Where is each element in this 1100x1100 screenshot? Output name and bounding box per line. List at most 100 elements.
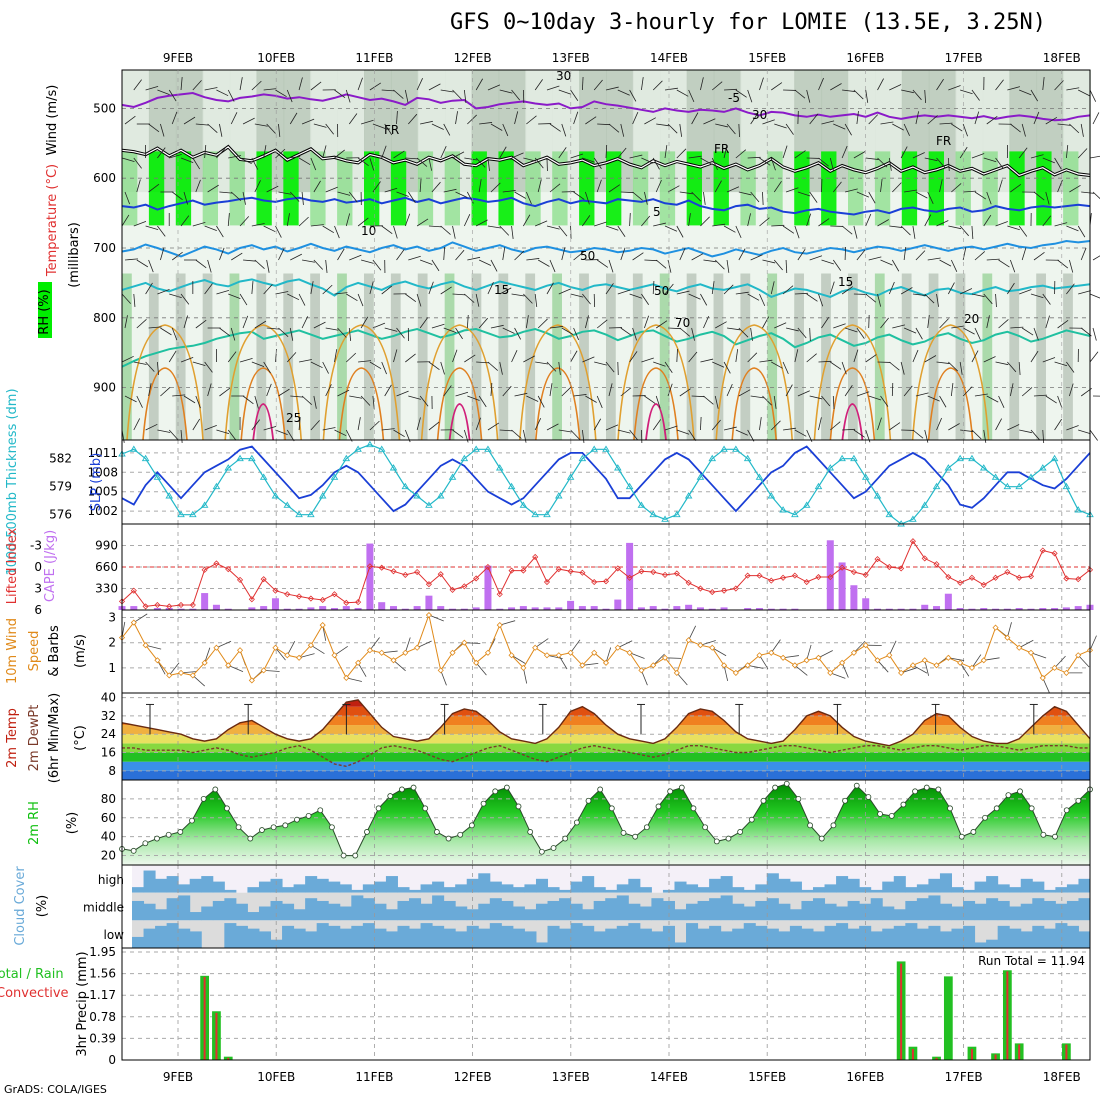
wind-barb [428, 281, 434, 295]
wind-speed-marker [803, 657, 810, 664]
wind-barb [266, 259, 270, 273]
lifted-index-marker [957, 579, 964, 586]
wind-speed-marker [366, 647, 373, 654]
rh-moist-cell [552, 151, 568, 226]
wind-barb [499, 146, 507, 159]
wind-barb [349, 395, 363, 399]
cloud-cell [420, 884, 433, 893]
wind-barb [183, 191, 188, 205]
wind-barb [313, 259, 324, 270]
wind-barb [927, 395, 940, 402]
lifted-index-marker [709, 589, 716, 596]
rh-marker [165, 831, 172, 838]
wind-barb [322, 145, 327, 159]
wind-barb [711, 157, 718, 171]
rh-lower-cell [202, 273, 213, 440]
wind-barb [416, 157, 428, 167]
wind-barb [419, 395, 429, 407]
wind-barb [735, 429, 748, 436]
cloud-cell [512, 887, 525, 893]
wind-barb [962, 386, 973, 397]
cloud-cell [836, 876, 849, 893]
lifted-index-axis-label: Lifted Index [5, 527, 20, 604]
wind-barb [832, 181, 842, 193]
thickness-marker [708, 454, 717, 462]
thickness-marker [436, 492, 445, 499]
wind-barb [133, 293, 136, 307]
rh-marker [200, 795, 207, 802]
rh-marker [947, 805, 953, 812]
rh-moist-cell [444, 151, 461, 226]
rh-marker [445, 835, 452, 842]
wind-speed-marker [236, 647, 244, 654]
wind-barb [644, 117, 656, 125]
wind-barb-10m [522, 667, 528, 684]
contour-label: FR [714, 142, 729, 156]
wind-barb [912, 293, 926, 296]
cloud-cell [374, 881, 387, 893]
date-label-top: 11FEB [355, 51, 393, 65]
cloud-cell [282, 887, 295, 893]
wind-barb [948, 361, 958, 372]
wind-barb [369, 157, 375, 171]
wind-barb [463, 89, 467, 103]
rh-moist-cell [498, 151, 514, 226]
lifted-index-marker [473, 575, 480, 582]
wind-barb [1009, 259, 1016, 273]
wind-barb [939, 122, 953, 125]
cloud-cell [824, 925, 837, 948]
cloud-cell [963, 889, 976, 893]
lifted-index-marker [567, 568, 574, 575]
wind-barb [133, 157, 142, 169]
wind-barb [688, 155, 702, 159]
wind-barb [254, 180, 261, 193]
cloud-cell [801, 900, 814, 921]
wind-barb [169, 293, 182, 298]
wind-barb [782, 361, 789, 375]
thickness-marker [826, 464, 835, 471]
wind-barb [1007, 86, 1021, 91]
rh-marker [422, 805, 429, 812]
cape-bar [838, 562, 846, 610]
wind-barb [168, 89, 177, 102]
wind-barb [549, 259, 556, 273]
thickness-tick-label: 582 [49, 452, 72, 466]
wind-barb [653, 361, 666, 367]
wind-barb [455, 111, 458, 125]
wind-barb [652, 280, 655, 295]
cloud-cell [639, 928, 652, 948]
rh-marker [830, 822, 837, 829]
wind-barb [617, 225, 626, 238]
wind-barb [381, 145, 387, 159]
wind-barb [310, 281, 314, 295]
wind-barb [821, 316, 830, 329]
rh-lower-cell [901, 273, 912, 440]
wind-barb [511, 152, 524, 159]
rh-lower-cell [686, 273, 697, 440]
wind-barb [157, 429, 171, 433]
wind-barb [939, 318, 949, 329]
wind-barb [868, 114, 879, 125]
lifted-index-marker [248, 596, 255, 603]
temp-line [121, 699, 1091, 747]
thickness-marker [1038, 464, 1047, 471]
wind-barb [121, 293, 131, 304]
precip-tick-label: 0.78 [89, 1010, 116, 1024]
lifted-index-line [121, 540, 1091, 607]
contour-label: FR [936, 134, 951, 148]
cloud-cell [720, 876, 733, 893]
wind-barb [171, 111, 178, 125]
wind-barb [1080, 123, 1084, 137]
cloud-cell [178, 884, 191, 893]
wind-barb [939, 395, 947, 408]
lifted-index-marker [543, 578, 551, 586]
wind-barb [570, 429, 580, 440]
wind-barb [998, 319, 1009, 329]
wind-barb [865, 354, 877, 363]
wind-speed-marker [272, 644, 279, 651]
cloud-cell [997, 925, 1010, 948]
date-label-top: 18FEB [1043, 51, 1081, 65]
wind-barb [369, 361, 382, 370]
wind-barb [251, 419, 260, 431]
wind-barb [998, 259, 1010, 268]
